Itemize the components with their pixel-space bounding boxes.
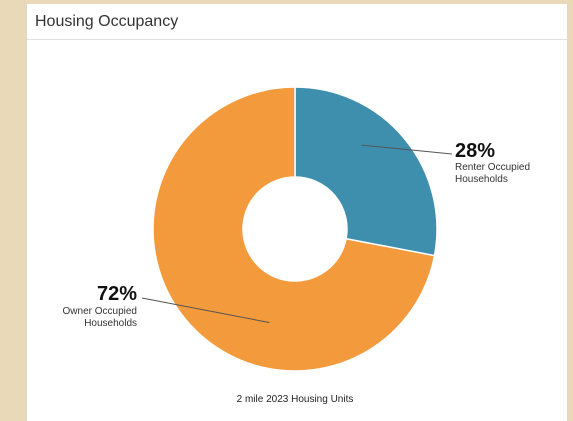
owner-label-line2: Households: [84, 318, 137, 329]
renter-percent-label: 28%: [455, 140, 495, 162]
renter-label-line2: Households: [455, 174, 508, 185]
housing-occupancy-panel: Housing Occupancy 28% Renter Occupied Ho…: [26, 4, 568, 421]
renter-leader-line: [361, 144, 453, 155]
owner-leader-line: [141, 297, 270, 324]
panel-header: Housing Occupancy: [27, 4, 567, 40]
panel-title: Housing Occupancy: [35, 12, 179, 30]
renter-label-line1: Renter Occupied: [455, 162, 530, 173]
donut-slices: [152, 86, 438, 372]
donut-slice-owner: [152, 86, 436, 372]
donut-chart: 28% Renter Occupied Households 72% Owner…: [63, 86, 530, 405]
owner-label-line1: Owner Occupied: [63, 306, 137, 317]
chart-caption: 2 mile 2023 Housing Units: [237, 394, 354, 405]
donut-slice-renter: [294, 86, 438, 257]
owner-percent-label: 72%: [97, 283, 137, 305]
